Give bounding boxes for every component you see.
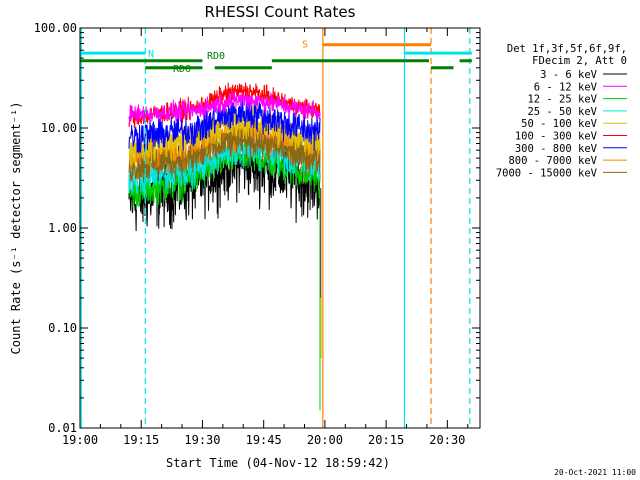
legend-entry-label: 300 - 800 keV <box>515 143 598 155</box>
y-tick-label: 100.00 <box>34 21 77 35</box>
x-tick-label: 19:00 <box>62 433 98 447</box>
status-bar-rd0: RD0 <box>80 51 472 63</box>
legend-entry-label: 100 - 300 keV <box>515 131 598 143</box>
status-bar-rd6: RD6 <box>145 64 454 75</box>
y-tick-label: 10.00 <box>41 121 77 135</box>
x-tick-label: 19:30 <box>184 433 220 447</box>
x-tick-label: 19:15 <box>123 433 159 447</box>
status-bar-label: RD0 <box>207 51 225 62</box>
status-bar-label: RD6 <box>173 64 191 75</box>
plot-timestamp: 20-Oct-2021 11:00 <box>554 468 636 477</box>
legend-entry-label: 7000 - 15000 keV <box>496 167 598 179</box>
y-tick-label: 0.01 <box>48 421 77 435</box>
status-bar-s: S <box>302 40 432 51</box>
status-bar-label: S <box>302 40 308 51</box>
legend-entry-label: 800 - 7000 keV <box>508 155 597 167</box>
legend-entry-label: 3 - 6 keV <box>540 69 598 81</box>
legend: Det 1f,3f,5f,6f,9f,FDecim 2, Att 0 3 - 6 … <box>496 43 627 179</box>
axes: 19:00 19:15 19:30 19:45 20:00 20:15 20:30 0.01 0… <box>34 21 481 447</box>
chart-title: RHESSI Count Rates <box>205 3 356 21</box>
series-line-7000-15000-keV <box>128 119 321 183</box>
series-line-6-12-keV <box>128 89 321 125</box>
legend-header-line: Det 1f,3f,5f,6f,9f, <box>507 43 627 55</box>
legend-header-line: FDecim 2, Att 0 <box>532 55 627 67</box>
legend-entry-label: 25 - 50 keV <box>527 106 597 118</box>
x-tick-label: 20:00 <box>307 433 343 447</box>
x-tick-label: 19:45 <box>246 433 282 447</box>
legend-entry-label: 12 - 25 keV <box>527 94 597 106</box>
legend-entry-label: 6 - 12 keV <box>534 81 598 93</box>
status-bar-n: N <box>80 49 472 60</box>
legend-entry-label: 50 - 100 keV <box>521 118 598 130</box>
plot-frame <box>79 27 481 429</box>
x-tick-label: 20:15 <box>368 433 404 447</box>
status-bars: N S RD0 RD6 <box>80 40 472 75</box>
y-tick-label: 1.00 <box>48 221 77 235</box>
y-axis-label: Count Rate (s⁻¹ detector segment⁻¹) <box>9 102 23 355</box>
series-group <box>128 82 322 411</box>
y-tick-label: 0.10 <box>48 321 77 335</box>
x-axis-label: Start Time (04-Nov-12 18:59:42) <box>166 456 390 470</box>
status-bar-label: N <box>148 49 154 60</box>
x-tick-label: 20:30 <box>429 433 465 447</box>
plot-area <box>80 28 471 428</box>
